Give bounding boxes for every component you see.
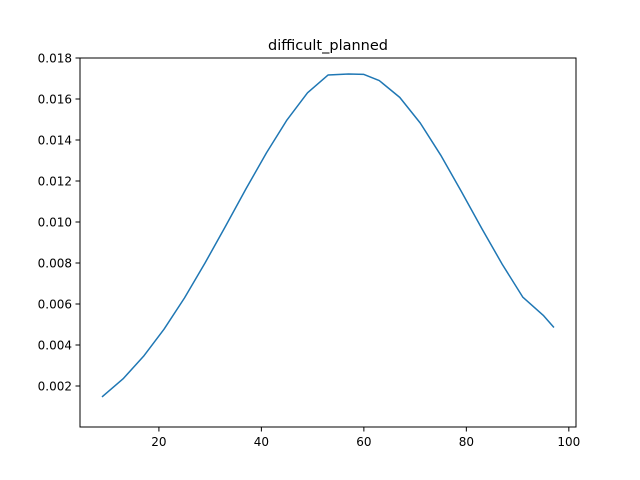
y-tick-label: 0.006 [38, 297, 72, 311]
y-tick-label: 0.002 [38, 379, 72, 393]
chart-title: difficult_planned [268, 38, 388, 54]
axes-frame [79, 57, 577, 428]
y-tick-label: 0.012 [38, 174, 72, 188]
x-tick-label: 80 [459, 435, 474, 449]
y-tick-label: 0.008 [38, 256, 72, 270]
y-tick-label: 0.010 [38, 215, 72, 229]
y-tick-label: 0.014 [38, 133, 72, 147]
y-tick-label: 0.004 [38, 338, 72, 352]
x-tick-label: 40 [254, 435, 269, 449]
series-line-0 [101, 73, 555, 398]
plot-area: 20 40 60 80 100 0.002 0.004 0.006 0.008 0.010 0.01… [38, 51, 581, 449]
y-tick-label: 0.016 [38, 92, 72, 106]
y-tick-label: 0.018 [38, 51, 72, 65]
x-tick-label: 60 [356, 435, 371, 449]
x-tick-label: 20 [151, 435, 166, 449]
x-tick-label: 100 [557, 435, 580, 449]
